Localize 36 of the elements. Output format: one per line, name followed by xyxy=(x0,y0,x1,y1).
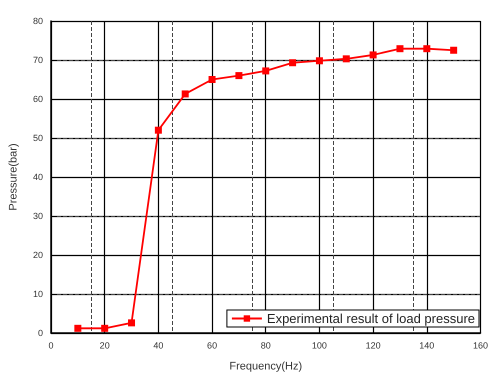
point xyxy=(450,46,458,54)
legend-label: Experimental result of load pressure xyxy=(266,311,476,326)
y-axis-title: Pressure(bar) xyxy=(8,143,20,211)
y-tick-label: 0 xyxy=(38,328,43,338)
y-tick-label: 60 xyxy=(32,94,43,104)
x-tick-label: 20 xyxy=(100,340,110,350)
point xyxy=(128,319,136,326)
point xyxy=(262,67,270,74)
point xyxy=(396,45,404,52)
point xyxy=(316,57,323,64)
x-tick-label: 100 xyxy=(312,340,327,350)
x-tick-label: 160 xyxy=(472,340,488,350)
x-axis-title: Frequency(Hz) xyxy=(229,360,302,372)
x-tick-label: 80 xyxy=(260,340,271,350)
y-tick-label: 80 xyxy=(32,16,43,26)
x-tick-label: 120 xyxy=(366,340,381,350)
point xyxy=(370,51,377,58)
x-tick-label: 0 xyxy=(48,340,54,350)
y-tick-label: 30 xyxy=(32,211,43,221)
y-tick-label: 40 xyxy=(32,172,43,182)
x-tick-label: 40 xyxy=(153,340,164,350)
x-tick-label: 60 xyxy=(207,340,218,350)
point xyxy=(289,59,296,66)
point xyxy=(74,324,82,332)
point xyxy=(235,72,242,80)
point xyxy=(423,45,430,52)
point xyxy=(154,126,162,134)
y-tick-label: 70 xyxy=(32,55,43,65)
point xyxy=(342,55,350,62)
point xyxy=(101,324,108,332)
point xyxy=(182,90,189,98)
y-tick-label: 50 xyxy=(32,133,43,143)
y-tick-label: 10 xyxy=(32,289,43,299)
point xyxy=(208,76,216,83)
x-tick-label: 140 xyxy=(419,340,434,350)
y-tick-label: 20 xyxy=(32,250,43,260)
